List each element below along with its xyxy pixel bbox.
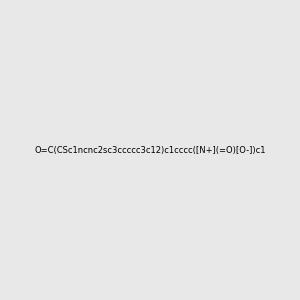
- Text: O=C(CSc1ncnc2sc3ccccc3c12)c1cccc([N+](=O)[O-])c1: O=C(CSc1ncnc2sc3ccccc3c12)c1cccc([N+](=O…: [34, 146, 266, 154]
